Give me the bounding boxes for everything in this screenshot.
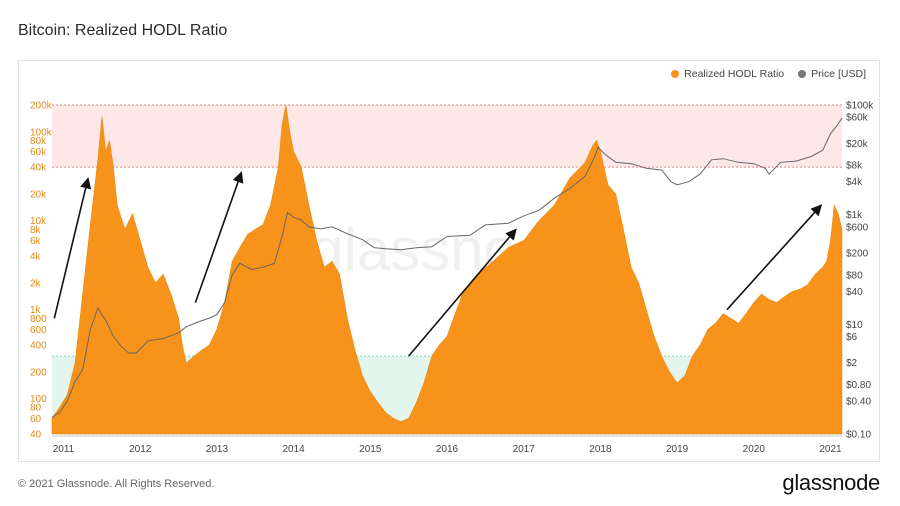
y-right-tick-label: $2 (846, 358, 858, 369)
y-right-tick-label: $10 (846, 320, 863, 331)
y-left-tick-label: 1k (30, 305, 42, 316)
y-left-tick-label: 600 (30, 325, 47, 336)
copyright-footer: © 2021 Glassnode. All Rights Reserved. (18, 478, 215, 490)
annotation-arrow-2 (194, 171, 244, 303)
annotation-arrow-1 (53, 177, 92, 319)
y-right-tick-label: $8k (846, 161, 863, 172)
y-left-tick-label: 6k (30, 236, 42, 247)
y-right-tick-label: $200 (846, 248, 869, 259)
y-left-tick-label: 80k (30, 136, 47, 147)
x-tick-label: 2018 (589, 444, 612, 455)
series-area-hodl-ratio (51, 104, 843, 435)
y-right-tick-label: $80 (846, 270, 863, 281)
series-line-price (51, 117, 843, 418)
brand-logo: glassnode (782, 470, 880, 495)
y-left-tick-label: 10k (30, 216, 47, 227)
x-tick-label: 2011 (53, 444, 75, 455)
x-tick-label: 2017 (513, 444, 536, 455)
x-tick-label: 2020 (743, 444, 766, 455)
legend-swatch-hodl-ratio (671, 70, 680, 78)
y-left-tick-label: 20k (30, 189, 47, 200)
y-right-tick-label: $60k (846, 113, 869, 124)
x-tick-label: 2016 (436, 444, 459, 455)
y-left-tick-label: 8k (30, 225, 42, 236)
y-left-tick-label: 60k (30, 147, 47, 158)
y-right-tick-label: $0.10 (846, 430, 871, 441)
y-left-tick-label: 200k (30, 101, 53, 112)
y-left-tick-label: 100k (30, 127, 53, 138)
x-tick-label: 2014 (282, 444, 305, 455)
annotation-arrow-4 (726, 204, 823, 311)
y-left-tick-label: 60 (30, 414, 42, 425)
y-right-tick-label: $4k (846, 177, 863, 188)
chart-panel (18, 60, 880, 462)
y-right-tick-label: $20k (846, 139, 869, 150)
chart-title: Bitcoin: Realized HODL Ratio (18, 22, 228, 39)
legend-item-hodl-ratio[interactable]: Realized HODL Ratio (671, 68, 784, 80)
y-left-tick-label: 2k (30, 278, 42, 289)
legend-item-price[interactable]: Price [USD] (798, 68, 866, 80)
y-right-tick-label: $40 (846, 287, 863, 298)
x-tick-label: 2012 (129, 444, 152, 455)
y-right-tick-label: $1k (846, 210, 863, 221)
x-tick-label: 2021 (819, 444, 842, 455)
y-right-tick-label: $0.40 (846, 396, 871, 407)
y-right-tick-label: $0.80 (846, 380, 871, 391)
chart-legend: Realized HODL Ratio Price [USD] (671, 68, 866, 80)
y-left-tick-label: 80 (30, 403, 42, 414)
band-top-red (52, 105, 842, 168)
x-tick-label: 2013 (206, 444, 229, 455)
y-left-tick-label: 4k (30, 252, 42, 263)
legend-label-price: Price [USD] (811, 68, 866, 80)
y-right-tick-label: $6 (846, 332, 858, 343)
y-left-tick-label: 400 (30, 341, 47, 352)
y-left-tick-label: 200 (30, 367, 47, 378)
y-right-tick-label: $600 (846, 222, 869, 233)
y-left-tick-label: 40 (30, 430, 42, 441)
legend-swatch-price (798, 70, 807, 78)
x-tick-label: 2015 (359, 444, 382, 455)
y-left-tick-label: 40k (30, 163, 47, 174)
legend-label-hodl-ratio: Realized HODL Ratio (684, 68, 785, 80)
y-left-tick-label: 800 (30, 314, 47, 325)
x-tick-label: 2019 (666, 444, 689, 455)
annotation-arrow-3 (408, 228, 517, 357)
y-left-tick-label: 100 (30, 394, 47, 405)
y-right-tick-label: $100k (846, 101, 874, 112)
